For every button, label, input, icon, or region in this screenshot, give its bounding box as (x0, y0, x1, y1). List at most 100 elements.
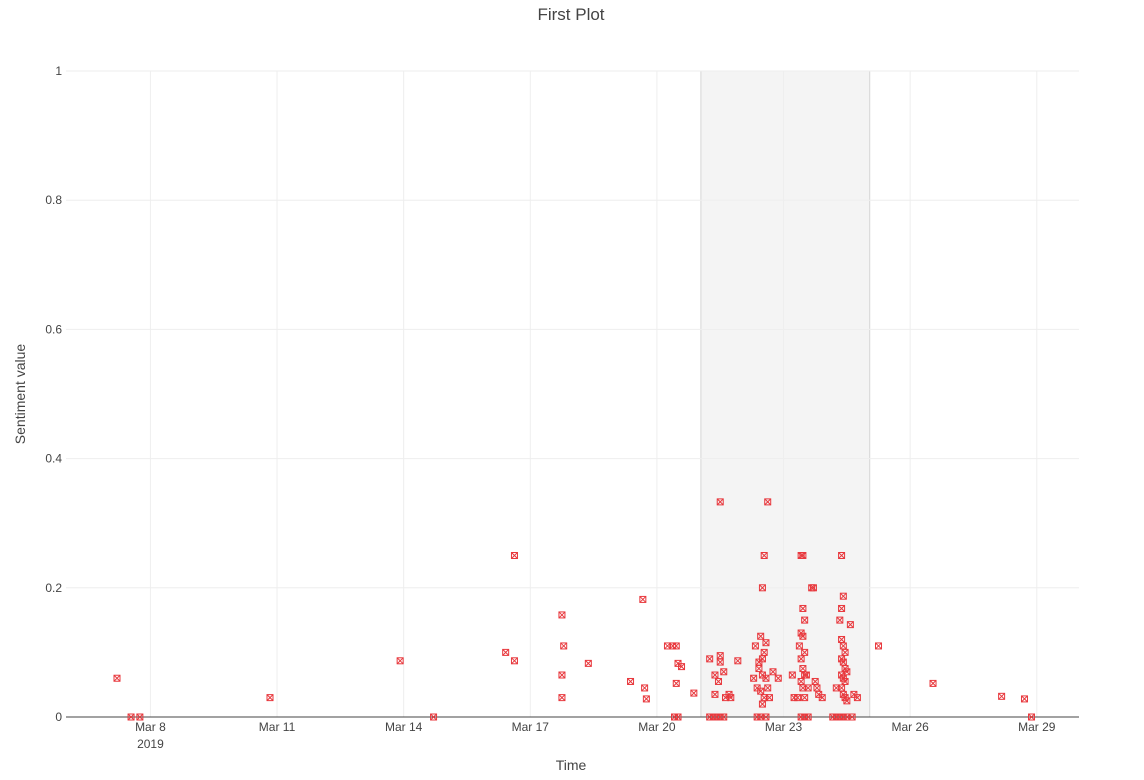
data-point (758, 700, 766, 708)
data-point (727, 694, 735, 702)
data-point (642, 695, 650, 703)
data-point (690, 689, 698, 697)
data-point (762, 639, 770, 647)
x-tick-label: Mar 23 (765, 720, 803, 734)
data-point (801, 616, 809, 624)
data-point (758, 655, 766, 663)
data-point (839, 658, 847, 666)
data-point (760, 552, 768, 559)
data-point (846, 621, 854, 629)
data-point (396, 657, 404, 665)
data-point (762, 713, 770, 721)
data-point (802, 671, 810, 679)
data-point (758, 584, 766, 592)
data-point (678, 663, 686, 671)
y-axis-label: Sentiment value (12, 344, 28, 445)
data-point (706, 655, 714, 663)
highlight-region-layer (700, 70, 871, 718)
data-point (558, 694, 566, 702)
data-point (502, 648, 510, 656)
y-tick-label: 1 (55, 64, 62, 78)
data-point (711, 690, 719, 698)
data-point (818, 694, 826, 702)
data-point (799, 604, 807, 612)
data-point (672, 642, 680, 650)
data-point (799, 632, 807, 640)
data-point (627, 677, 635, 685)
x-tick-label: Mar 11 (259, 720, 296, 734)
data-point (838, 552, 846, 559)
data-point (716, 658, 724, 666)
data-point (714, 677, 722, 685)
data-point (839, 592, 847, 600)
grid-layer (66, 70, 1079, 717)
y-tick-label: 0.4 (45, 452, 62, 466)
x-tick-label: Mar 20 (638, 720, 676, 734)
data-point (672, 679, 680, 687)
data-point (755, 665, 763, 673)
x-axis-label: Time (556, 757, 587, 773)
data-point (510, 657, 518, 665)
chart-title: First Plot (537, 5, 604, 24)
x-tick-year-label: 2019 (137, 737, 164, 751)
data-point (751, 642, 759, 650)
data-point (266, 694, 274, 702)
y-tick-label: 0.8 (45, 193, 62, 207)
data-point (1028, 713, 1036, 721)
data-point (765, 694, 773, 702)
data-point (757, 632, 765, 640)
data-point (809, 584, 817, 592)
data-points-layer (113, 498, 1036, 721)
data-point (716, 498, 724, 506)
data-point (584, 659, 592, 667)
data-point (734, 657, 742, 665)
y-tick-label: 0 (55, 710, 62, 724)
highlight-region (700, 70, 871, 718)
data-point (788, 671, 796, 679)
data-point (929, 679, 937, 687)
data-point (799, 552, 807, 559)
y-tick-label: 0.2 (45, 581, 62, 595)
x-tick-label: Mar 26 (891, 720, 929, 734)
data-point (711, 671, 719, 679)
x-tick-label: Mar 17 (512, 720, 550, 734)
data-point (795, 642, 803, 650)
data-point (757, 687, 765, 695)
data-point (720, 668, 728, 676)
data-point (774, 674, 782, 682)
data-point (641, 684, 649, 692)
data-point (430, 713, 438, 721)
data-point (841, 648, 849, 656)
data-point (804, 713, 812, 721)
data-point (998, 692, 1006, 700)
data-point (674, 713, 682, 721)
data-point (1020, 695, 1028, 703)
x-tick-label: Mar 29 (1018, 720, 1056, 734)
data-point (510, 552, 518, 559)
data-point (853, 694, 861, 702)
data-point (836, 616, 844, 624)
x-tick-label: Mar 8 (135, 720, 166, 734)
y-tick-label: 0.6 (45, 322, 62, 336)
data-point (720, 713, 728, 721)
data-point (560, 642, 568, 650)
data-point (127, 713, 135, 721)
data-point (843, 697, 851, 705)
data-point (848, 713, 856, 721)
data-point (769, 668, 777, 676)
data-point (764, 684, 772, 692)
data-point (639, 595, 647, 603)
data-point (797, 655, 805, 663)
data-point (762, 674, 770, 682)
data-point (801, 694, 809, 702)
data-point (558, 611, 566, 619)
data-point (875, 642, 883, 650)
data-point (838, 604, 846, 612)
data-point (801, 648, 809, 656)
data-point (558, 671, 566, 679)
data-point (750, 674, 758, 682)
data-point (804, 684, 812, 692)
data-point (841, 677, 849, 685)
